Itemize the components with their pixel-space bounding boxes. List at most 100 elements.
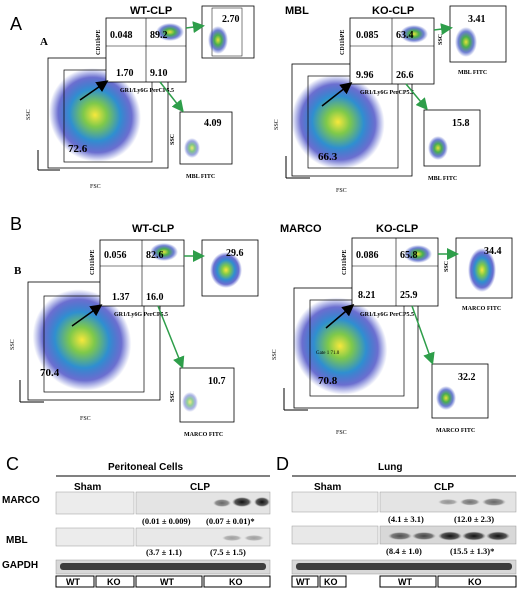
- panel-c-title: Peritoneal Cells: [108, 462, 183, 473]
- hist-top-value: 29.6: [226, 248, 244, 259]
- mbl-ko-value: (7.5 ± 1.5): [210, 547, 246, 557]
- fsc-ssc-plot: A 72.6 FSC SSC: [26, 36, 169, 190]
- q-ll: 9.96: [356, 70, 374, 81]
- quad-x: GR1/Ly6G PerCP5.5: [114, 312, 168, 318]
- panel-b-wt: WT-CLP B 70.4 FSC SSC 0.056 82.6 1.37 16…: [10, 223, 259, 438]
- panel-c: C Peritoneal Cells Sham CLP MARCO MBL GA…: [2, 454, 271, 588]
- q-ul: 0.048: [110, 30, 133, 41]
- gate-value: 72.6: [68, 143, 88, 155]
- row-marco: MARCO: [2, 495, 40, 506]
- marco-wt-value: (4.1 ± 3.1): [388, 514, 424, 524]
- hist-bottom: 32.2 MARCO FITC: [411, 305, 489, 434]
- panel-b-letter: B: [10, 214, 22, 234]
- q-ll: 8.21: [358, 290, 376, 301]
- hist-top-value: 3.41: [468, 14, 486, 25]
- ko-title: KO-CLP: [376, 223, 418, 235]
- hist-y: SSC: [444, 261, 450, 272]
- gate-label: Gate 1 71.0: [316, 351, 340, 356]
- hist-bottom: 15.8 MBL FITC: [405, 83, 481, 182]
- mbl-ko-value: (15.5 ± 1.3)*: [450, 546, 494, 556]
- hist-x: MBL FITC: [186, 174, 215, 180]
- hist-top-value: 2.70: [222, 14, 240, 25]
- mbl-wt-value: (3.7 ± 1.1): [146, 547, 182, 557]
- y-label: SSC: [26, 109, 32, 120]
- q-ul: 0.086: [356, 250, 379, 261]
- hist-y: SSC: [170, 391, 176, 402]
- marco-wt-value: (0.01 ± 0.009): [142, 516, 191, 526]
- sham-wt: WT: [296, 577, 310, 587]
- clp-ko: KO: [229, 577, 243, 587]
- q-ur: 63.4: [396, 30, 414, 41]
- quad-x: GR1/Ly6G PerCP5.5: [360, 312, 414, 318]
- protein-label: MARCO: [280, 223, 322, 235]
- fsc-ssc-plot: 66.3 FSC SSC: [274, 63, 413, 194]
- panel-a-ko: MBL KO-CLP 66.3 FSC SSC 0.085 63.4 9.96 …: [274, 5, 507, 194]
- sub-letter: B: [14, 265, 22, 277]
- panel-c-letter: C: [6, 454, 19, 474]
- panel-d-title: Lung: [378, 462, 402, 473]
- sham-ko: KO: [324, 577, 338, 587]
- hist-x: MARCO FITC: [184, 432, 223, 438]
- quad-y: CD11bPE: [340, 30, 346, 55]
- q-ur: 89.2: [150, 30, 168, 41]
- hist-y: SSC: [170, 134, 176, 145]
- q-lr: 9.10: [150, 68, 168, 79]
- q-ll: 1.70: [116, 68, 134, 79]
- y-label: SSC: [274, 119, 280, 130]
- gate-value: 66.3: [318, 151, 338, 163]
- hist-bottom-value: 15.8: [452, 118, 470, 129]
- ko-title: KO-CLP: [372, 5, 414, 17]
- quadrant-plot: 0.086 65.8 8.21 25.9 GR1/Ly6G PerCP5.5 C…: [325, 237, 439, 329]
- q-ll: 1.37: [112, 292, 130, 303]
- hist-x: MARCO FITC: [436, 428, 475, 434]
- x-label: FSC: [336, 430, 347, 436]
- panel-d: D Lung Sham CLP (4.1 ± 3.1) (12.0 ± 2.3)…: [276, 454, 517, 588]
- hist-bottom: 10.7 MARCO FITC SSC: [157, 305, 235, 438]
- clp-wt: WT: [398, 577, 412, 587]
- sham-label: Sham: [314, 482, 341, 493]
- quadrant-plot: 0.085 63.4 9.96 26.6 GR1/Ly6G PerCP5.5 C…: [321, 17, 435, 107]
- clp-wt: WT: [160, 577, 174, 587]
- x-label: FSC: [80, 416, 91, 422]
- gate-value: 70.8: [318, 375, 338, 387]
- sub-letter: A: [40, 36, 48, 48]
- clp-label: CLP: [190, 482, 210, 493]
- q-lr: 26.6: [396, 70, 414, 81]
- row-gapdh: GAPDH: [2, 560, 38, 571]
- q-lr: 16.0: [146, 292, 164, 303]
- quad-y: CD11bPE: [342, 250, 348, 275]
- sham-ko: KO: [107, 577, 121, 587]
- q-ul: 0.085: [356, 30, 379, 41]
- quad-y: CD11bPE: [90, 250, 96, 275]
- hist-top: 3.41 MBL FITC SSC: [433, 5, 507, 76]
- hist-y: SSC: [438, 34, 444, 45]
- hist-top: 29.6: [184, 239, 259, 297]
- quad-x: GR1/Ly6G PerCP5.5: [120, 88, 174, 94]
- marco-ko-value: (0.07 ± 0.01)*: [206, 516, 255, 526]
- hist-top: 34.4 MARCO FITC SSC: [438, 237, 513, 312]
- hist-top: 2.70: [185, 5, 255, 59]
- quad-x: GR1/Ly6G PerCP5.5: [360, 90, 414, 96]
- q-ul: 0.056: [104, 250, 127, 261]
- hist-bottom-value: 10.7: [208, 376, 226, 387]
- q-lr: 25.9: [400, 290, 418, 301]
- sham-label: Sham: [74, 482, 101, 493]
- panel-a-wt: WT-CLP A 72.6 FSC SSC 0.048 89.2 1.70 9.…: [26, 5, 255, 190]
- y-label: SSC: [10, 339, 16, 350]
- protein-label: MBL: [285, 5, 309, 17]
- mbl-wt-value: (8.4 ± 1.0): [386, 546, 422, 556]
- row-mbl: MBL: [6, 535, 28, 546]
- fsc-ssc-plot: Gate 1 71.0 70.8 FSC SSC: [272, 287, 419, 436]
- wt-title: WT-CLP: [132, 223, 174, 235]
- quadrant-plot: 0.048 89.2 1.70 9.10 GR1/Ly6G PerCP5.5 C…: [79, 17, 187, 101]
- x-label: FSC: [336, 188, 347, 194]
- gate-value: 70.4: [40, 367, 60, 379]
- hist-top-value: 34.4: [484, 246, 502, 257]
- sham-wt: WT: [66, 577, 80, 587]
- q-ur: 82.6: [146, 250, 164, 261]
- wt-title: WT-CLP: [130, 5, 172, 17]
- fsc-ssc-plot: B 70.4 FSC SSC: [10, 265, 161, 422]
- panel-d-letter: D: [276, 454, 289, 474]
- panel-a-letter: A: [10, 14, 22, 34]
- marco-ko-value: (12.0 ± 2.3): [454, 514, 494, 524]
